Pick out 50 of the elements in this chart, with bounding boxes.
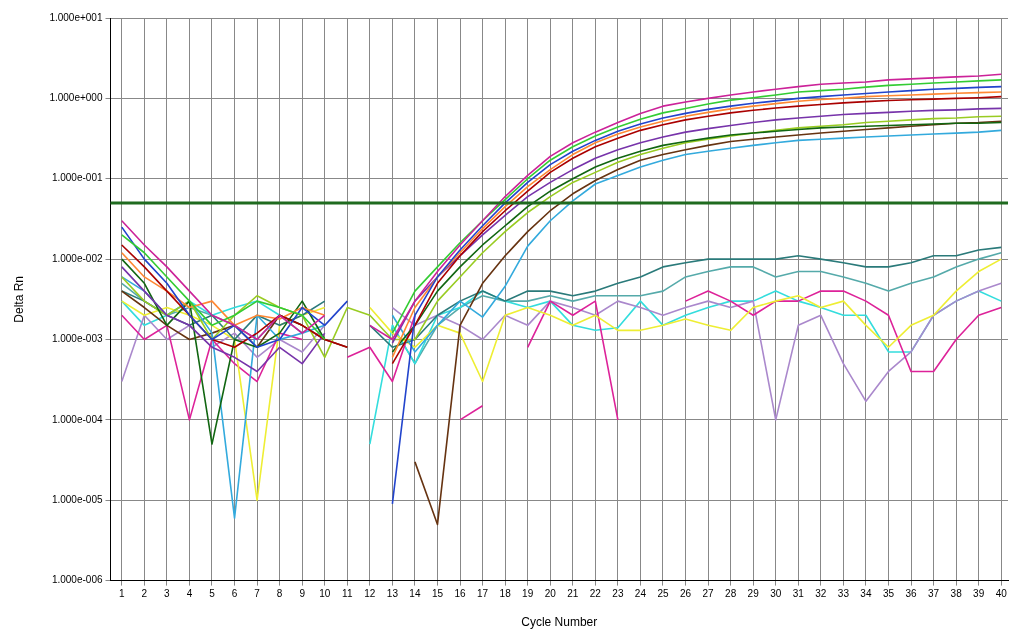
- x-tick-label: 13: [386, 588, 399, 600]
- x-tick-label: 24: [634, 588, 647, 600]
- x-tick-label: 17: [477, 588, 489, 600]
- x-tick-label: 34: [860, 588, 872, 600]
- x-tick-label: 22: [589, 588, 602, 600]
- x-tick-label: 40: [995, 588, 1008, 600]
- x-tick-label: 32: [815, 588, 827, 600]
- x-tick-label: 9: [299, 588, 306, 600]
- x-tick-label: 36: [905, 588, 918, 600]
- x-tick-label: 31: [792, 588, 805, 600]
- x-tick-label: 38: [950, 588, 963, 600]
- x-tick-label: 27: [702, 588, 715, 600]
- x-tick-label: 29: [747, 588, 760, 600]
- x-tick-label: 21: [567, 588, 579, 600]
- x-tick-label: 33: [837, 588, 850, 600]
- x-tick-label: 1: [119, 588, 125, 600]
- x-tick-label: 14: [409, 588, 421, 600]
- x-tick-label: 16: [454, 588, 467, 600]
- y-tick-label: 1.000e-003: [51, 333, 103, 345]
- x-tick-label: 23: [612, 588, 624, 600]
- x-tick-label: 19: [522, 588, 534, 600]
- x-axis-title: Cycle Number: [521, 615, 598, 630]
- x-tick-label: 12: [364, 588, 376, 600]
- x-tick-label: 3: [164, 588, 171, 600]
- y-tick-label: 1.000e-005: [51, 493, 103, 505]
- x-tick-label: 35: [882, 588, 895, 600]
- x-tick-label: 2: [141, 588, 148, 600]
- y-tick-label: 1.000e-004: [51, 413, 103, 425]
- y-tick-label: 1.000e-001: [51, 172, 103, 184]
- x-tick-label: 8: [276, 588, 283, 600]
- x-tick-label: 26: [679, 588, 692, 600]
- x-tick-label: 15: [431, 588, 444, 600]
- x-tick-label: 39: [973, 588, 985, 600]
- x-tick-label: 20: [544, 588, 557, 600]
- y-axis-title: Delta Rn: [11, 275, 26, 323]
- x-tick-label: 7: [254, 588, 261, 600]
- y-tick-label: 1.000e-002: [51, 252, 103, 264]
- x-tick-label: 6: [231, 588, 238, 600]
- x-tick-label: 11: [342, 588, 353, 600]
- x-tick-label: 4: [186, 588, 193, 600]
- y-tick-label: 1.000e-006: [51, 574, 103, 586]
- x-tick-label: 25: [657, 588, 669, 600]
- x-tick-label: 18: [499, 588, 512, 600]
- x-tick-label: 10: [319, 588, 331, 600]
- y-tick-label: 1.000e+000: [49, 92, 103, 104]
- x-tick-label: 28: [725, 588, 737, 600]
- x-tick-label: 30: [770, 588, 782, 600]
- x-tick-label: 5: [209, 588, 216, 600]
- y-tick-label: 1.000e+001: [49, 11, 103, 23]
- x-tick-label: 37: [928, 588, 940, 600]
